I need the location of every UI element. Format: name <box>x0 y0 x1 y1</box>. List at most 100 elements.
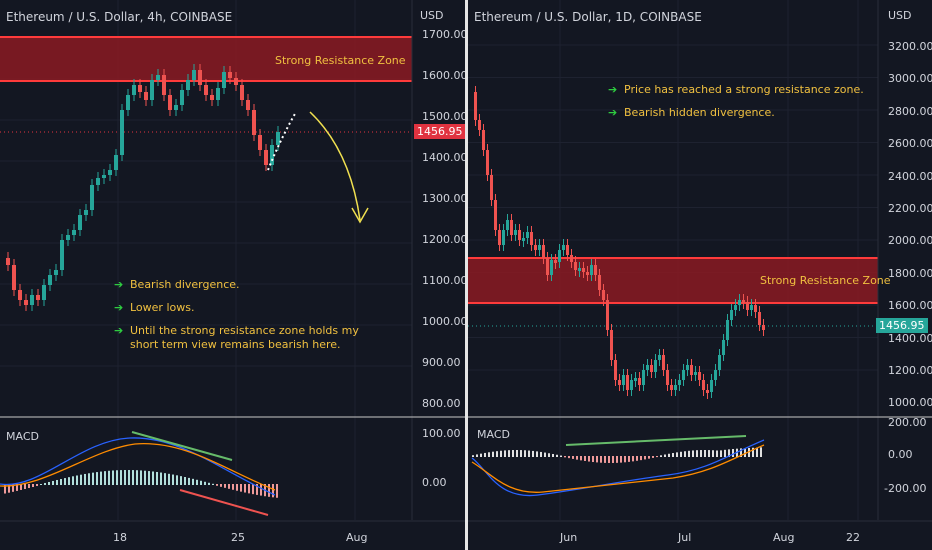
macd-hist-bar <box>644 456 646 460</box>
macd-hist-bar <box>152 471 154 485</box>
note-item: ➔ Lower lows. <box>114 301 195 314</box>
candle-body <box>602 290 605 300</box>
candle-body <box>502 230 505 245</box>
panel-divider[interactable] <box>465 0 468 550</box>
candle-body <box>742 300 745 303</box>
candle-body <box>538 245 541 250</box>
macd-hist-bar <box>236 484 238 491</box>
macd-tick-label: 0.00 <box>422 476 447 489</box>
time-tick-label: 22 <box>846 531 860 544</box>
macd-hist-bar <box>712 450 714 457</box>
candle-body <box>514 230 517 235</box>
resistance-zone <box>0 36 412 82</box>
candle-body <box>48 275 52 285</box>
macd-hist-bar <box>48 481 50 485</box>
candle-body <box>634 378 637 381</box>
macd-hist-bar <box>752 447 754 457</box>
macd-hist-bar <box>724 449 726 457</box>
macd-tick-label: -200.00 <box>884 482 926 495</box>
macd-hist-bar <box>56 479 58 485</box>
macd-hist-bar <box>244 484 246 493</box>
candle-body <box>490 175 493 200</box>
candle-body <box>150 80 154 100</box>
macd-hist-bar <box>168 473 170 485</box>
macd-hist-bar <box>556 454 558 457</box>
macd-hist-bar <box>204 481 206 485</box>
annotation-notes: ➔ Bearish divergence. ➔ Lower lows. ➔ Until… <box>114 278 384 361</box>
candle-body <box>674 385 677 390</box>
candle-body <box>718 355 721 370</box>
macd-hist-bar <box>52 480 54 485</box>
candle-body <box>168 95 172 110</box>
arrow-right-icon: ➔ <box>114 324 124 337</box>
candle-body <box>682 370 685 380</box>
chart-panel-1d[interactable]: 3200.00 3000.00 2800.00 2600.00 2400.00 2200.… <box>468 0 932 550</box>
candle-body <box>758 312 761 325</box>
candle-body <box>546 258 549 275</box>
candle-body <box>630 380 633 390</box>
candle-body <box>610 330 613 360</box>
macd-hist-bar <box>4 484 6 494</box>
macd-hist-bar <box>552 453 554 457</box>
chart-canvas-1d[interactable]: 3200.00 3000.00 2800.00 2600.00 2400.00 2200.… <box>468 0 932 550</box>
candle-body <box>114 155 118 170</box>
time-tick-label: Jun <box>559 531 577 544</box>
candle-body <box>120 110 124 155</box>
macd-hist-bar <box>116 470 118 485</box>
candle-body <box>746 302 749 310</box>
candle-body <box>658 355 661 360</box>
macd-hist-bar <box>588 456 590 462</box>
candle-body <box>550 260 553 275</box>
candle-body <box>690 365 693 375</box>
macd-hist-bar <box>160 472 162 485</box>
macd-hist-bar <box>176 475 178 485</box>
macd-label: MACD <box>6 430 39 443</box>
time-tick-label: 25 <box>231 531 245 544</box>
macd-label: MACD <box>477 428 510 441</box>
divergence-line-green <box>565 435 747 446</box>
macd-hist-bar <box>80 474 82 485</box>
price-tick-label: 1000.00 <box>888 396 932 409</box>
macd-hist-bar <box>560 455 562 457</box>
time-tick-label: 18 <box>113 531 127 544</box>
macd-line <box>0 437 276 496</box>
arrow-head-icon <box>351 207 369 224</box>
candle-body <box>530 232 533 245</box>
macd-hist-bar <box>568 456 570 459</box>
macd-hist-bar <box>232 484 234 490</box>
macd-hist-bar <box>128 470 130 485</box>
candle-body <box>714 370 717 380</box>
candle-body <box>582 268 585 272</box>
candle-body <box>574 262 577 270</box>
chart-canvas-4h[interactable]: 1700.00 1600.00 1500.00 1400.00 1300.00 1200.… <box>0 0 465 550</box>
candle-body <box>252 110 256 135</box>
price-tick-label: 800.00 <box>422 397 461 410</box>
macd-hist-bar <box>108 470 110 485</box>
candle-body <box>24 300 28 305</box>
chart-panel-4h[interactable]: 1700.00 1600.00 1500.00 1400.00 1300.00 1200.… <box>0 0 465 550</box>
candle-body <box>12 265 16 290</box>
macd-hist-bar <box>608 456 610 463</box>
macd-hist-bar <box>472 455 474 457</box>
macd-hist-bar <box>676 452 678 457</box>
macd-hist-bar <box>648 456 650 459</box>
candle-body <box>234 78 238 85</box>
candle-body <box>486 150 489 175</box>
macd-hist-bar <box>756 447 758 457</box>
macd-hist-bar <box>172 474 174 485</box>
arrow-right-icon: ➔ <box>608 83 618 96</box>
price-tick-label: 2400.00 <box>888 170 932 183</box>
macd-hist-bar <box>112 470 114 485</box>
price-tick-label: 1100.00 <box>422 274 465 287</box>
price-tick-label: 900.00 <box>422 356 461 369</box>
macd-hist-bar <box>148 471 150 485</box>
price-tick-label: 1400.00 <box>888 332 932 345</box>
macd-hist-bar <box>664 454 666 457</box>
macd-hist-bar <box>132 470 134 485</box>
candle-body <box>614 360 617 380</box>
time-tick-label: Aug <box>773 531 794 544</box>
macd-hist-bar <box>512 450 514 457</box>
candle-body <box>498 230 501 245</box>
price-tick-label: 1000.00 <box>422 315 465 328</box>
signal-line <box>0 443 276 491</box>
